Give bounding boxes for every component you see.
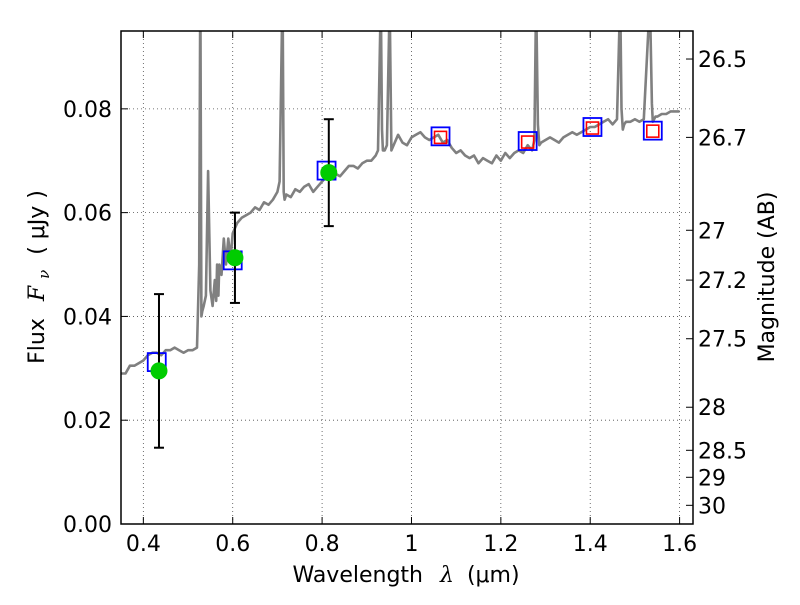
x-axis-label: Wavelength λ (μm) <box>292 563 519 588</box>
x-tick-label: 0.6 <box>215 532 250 557</box>
right-tick-label: 28.5 <box>698 439 747 464</box>
x-tick-label: 0.4 <box>126 532 161 557</box>
model-flux-box <box>642 120 663 141</box>
model-flux-box <box>517 131 538 151</box>
upper-limit-marker <box>585 121 600 135</box>
observed-flux-point <box>320 164 338 182</box>
x-tick-label: 1.6 <box>662 532 697 557</box>
observed-flux-point <box>226 249 244 267</box>
y-axis-label: Flux F ν ( μJy ) <box>25 190 55 364</box>
y-axis-label-units: ( μJy ) <box>25 190 50 255</box>
y-axis-label-text: Flux <box>25 318 50 364</box>
model-flux-box <box>430 126 451 147</box>
upper-limit-marker <box>520 135 535 149</box>
y-tick-label: 0.02 <box>63 409 112 434</box>
right-tick-label: 30 <box>698 494 726 519</box>
series-layer <box>121 31 680 449</box>
right-tick-label: 29 <box>698 466 726 491</box>
upper-limit-marker <box>645 124 660 138</box>
observed-flux-point <box>150 362 168 380</box>
ticks-layer: 0.4 0.6 0.8 1 1.2 1.4 1.6 0.00 0.02 0.04 0.06 0.08 2… <box>63 31 747 557</box>
y-axis-label-var: F <box>25 285 50 302</box>
right-tick-label: 26.5 <box>698 48 747 73</box>
x-tick-label: 1 <box>404 532 418 557</box>
x-axis-label-units: (μm) <box>467 563 520 588</box>
right-tick-label: 28 <box>698 396 726 421</box>
y-axis-label-sub: ν <box>35 270 53 279</box>
x-tick-label: 1.4 <box>573 532 608 557</box>
right-axis-label: Magnitude (AB) <box>755 192 780 363</box>
template-spectrum-line <box>121 31 680 375</box>
y-tick-label: 0.00 <box>63 513 112 538</box>
right-tick-label: 27 <box>698 219 726 244</box>
x-tick-label: 0.8 <box>305 532 340 557</box>
model-flux-box <box>582 117 603 137</box>
x-tick-label: 1.2 <box>483 532 518 557</box>
right-tick-label: 27.2 <box>698 269 747 294</box>
right-tick-label: 26.7 <box>698 126 747 151</box>
x-axis-label-text: Wavelength <box>292 563 423 588</box>
upper-limit-marker <box>433 130 448 145</box>
y-tick-label: 0.04 <box>63 305 112 330</box>
x-axis-label-lambda: λ <box>439 563 454 588</box>
y-tick-label: 0.08 <box>63 98 112 123</box>
plot-frame <box>120 30 694 525</box>
y-tick-label: 0.06 <box>63 202 112 227</box>
grid <box>121 31 693 524</box>
right-tick-label: 27.5 <box>698 328 747 353</box>
